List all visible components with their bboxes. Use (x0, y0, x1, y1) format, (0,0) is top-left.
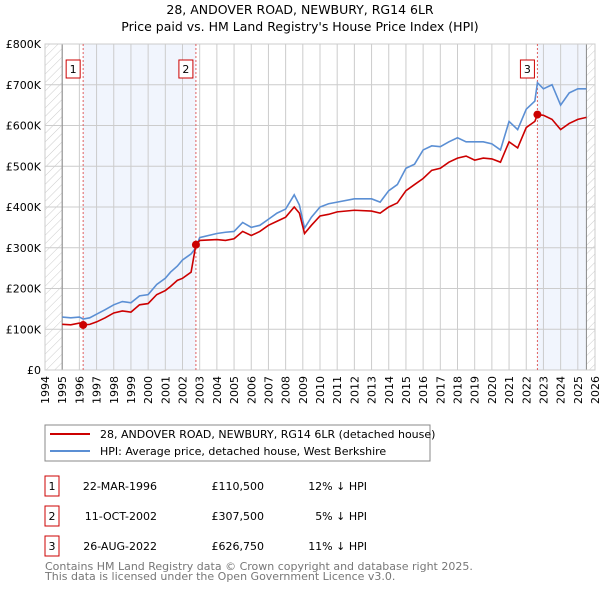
x-tick-label: 2013 (366, 376, 379, 404)
x-tick-label: 2018 (452, 376, 465, 404)
sale-marker-badge: 2 (178, 59, 194, 79)
y-tick-label: £600K (6, 120, 42, 133)
sale-marker-badge: 1 (65, 59, 81, 79)
hpi-line (62, 80, 587, 320)
x-tick-label: 2010 (314, 376, 327, 404)
x-tick-label: 2001 (159, 376, 172, 404)
y-tick-label: £0 (27, 364, 41, 377)
y-tick-label: £200K (6, 283, 42, 296)
y-tick-label: £100K (6, 323, 42, 336)
plot-border (44, 43, 596, 371)
x-tick-label: 2002 (177, 376, 190, 404)
x-tick-label: 2020 (486, 376, 499, 404)
badge-box (519, 59, 535, 79)
x-tick-label: 2004 (211, 376, 224, 404)
x-tick-label: 1995 (56, 376, 69, 404)
x-tick-label: 1996 (73, 376, 86, 404)
row-number: 3 (49, 540, 56, 553)
sale-date: 22-MAR-1996 (83, 480, 157, 493)
sale-price: £626,750 (212, 540, 265, 553)
legend: 28, ANDOVER ROAD, NEWBURY, RG14 6LR (det… (44, 424, 435, 462)
sale-point (191, 240, 200, 249)
y-tick-label: £800K (6, 38, 42, 51)
x-tick-label: 2026 (589, 376, 600, 404)
row-number: 1 (49, 480, 56, 493)
x-tick-label: 2019 (469, 376, 482, 404)
x-tick-label: 2005 (228, 376, 241, 404)
x-tick-label: 2015 (400, 376, 413, 404)
x-tick-label: 2000 (142, 376, 155, 404)
plot-area: 1994 1995 1996 1997 1998 1999 2000 2001 2002 2003… (6, 38, 600, 404)
sale-marker-badge: 3 (519, 59, 535, 79)
row-number: 2 (49, 510, 56, 523)
sale-date: 11-OCT-2002 (85, 510, 157, 523)
table-row: 3 26-AUG-2022 £626,750 11% ↓ HPI (44, 535, 367, 557)
x-tick-label: 2022 (520, 376, 533, 404)
badge-box (178, 59, 194, 79)
y-tick-label: £700K (6, 79, 42, 92)
y-tick-label: £300K (6, 242, 42, 255)
x-tick-label: 2009 (297, 376, 310, 404)
hpi-difference: 12% ↓ HPI (308, 480, 367, 493)
sale-point (79, 320, 88, 329)
x-tick-label: 1997 (91, 376, 104, 404)
x-tick-label: 2025 (572, 376, 585, 404)
sale-point (533, 110, 542, 119)
x-tick-label: 1998 (108, 376, 121, 404)
x-tick-label: 2012 (348, 376, 361, 404)
y-tick-label: £400K (6, 201, 42, 214)
x-tick-label: 2008 (280, 376, 293, 404)
chart-title: 28, ANDOVER ROAD, NEWBURY, RG14 6LR (166, 2, 434, 17)
sale-date: 26-AUG-2022 (83, 540, 157, 553)
sale-price: £110,500 (212, 480, 265, 493)
hpi-difference: 5% ↓ HPI (315, 510, 367, 523)
row-badge (44, 505, 60, 527)
x-tick-label: 2007 (262, 376, 275, 404)
legend-label-hpi: HPI: Average price, detached house, West… (100, 445, 386, 458)
footer-line-2: This data is licensed under the Open Gov… (44, 570, 395, 583)
table-row: 2 11-OCT-2002 £307,500 5% ↓ HPI (44, 505, 367, 527)
property-price-line (62, 113, 587, 326)
sales-table: 1 22-MAR-1996 £110,500 12% ↓ HPI 2 11-OCT-200… (44, 475, 367, 557)
x-tick-label: 2021 (503, 376, 516, 404)
legend-label-property: 28, ANDOVER ROAD, NEWBURY, RG14 6LR (det… (100, 428, 435, 441)
sale-price: £307,500 (212, 510, 265, 523)
x-tick-label: 2023 (537, 376, 550, 404)
x-tick-label: 1999 (125, 376, 138, 404)
x-tick-label: 1994 (39, 376, 52, 404)
hpi-difference: 11% ↓ HPI (308, 540, 367, 553)
footer-line-1: Contains HM Land Registry data © Crown c… (45, 560, 473, 573)
badge-number: 1 (70, 63, 77, 76)
x-tick-label: 2011 (331, 376, 344, 404)
x-tick-label: 2003 (194, 376, 207, 404)
badge-number: 2 (182, 63, 189, 76)
table-row: 1 22-MAR-1996 £110,500 12% ↓ HPI (44, 475, 367, 497)
x-tick-label: 2016 (417, 376, 430, 404)
x-tick-label: 2017 (434, 376, 447, 404)
x-tick-label: 2024 (555, 376, 568, 404)
row-badge (44, 475, 60, 497)
x-tick-label: 2014 (383, 376, 396, 404)
x-tick-label: 2006 (245, 376, 258, 404)
row-badge (44, 535, 60, 557)
badge-number: 3 (524, 63, 531, 76)
badge-box (65, 59, 81, 79)
chart-subtitle: Price paid vs. HM Land Registry's House … (121, 19, 478, 34)
y-tick-label: £500K (6, 160, 42, 173)
